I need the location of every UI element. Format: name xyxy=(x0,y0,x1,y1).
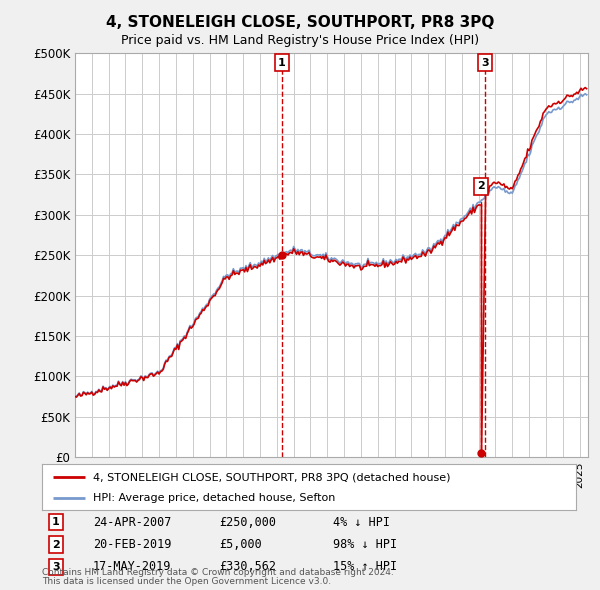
Text: 20-FEB-2019: 20-FEB-2019 xyxy=(93,538,172,551)
Text: 1: 1 xyxy=(278,58,286,68)
Text: 24-APR-2007: 24-APR-2007 xyxy=(93,516,172,529)
Text: HPI: Average price, detached house, Sefton: HPI: Average price, detached house, Seft… xyxy=(93,493,335,503)
Text: 2: 2 xyxy=(52,540,59,549)
Text: 4, STONELEIGH CLOSE, SOUTHPORT, PR8 3PQ: 4, STONELEIGH CLOSE, SOUTHPORT, PR8 3PQ xyxy=(106,15,494,30)
Text: 4% ↓ HPI: 4% ↓ HPI xyxy=(333,516,390,529)
Text: Contains HM Land Registry data © Crown copyright and database right 2024.: Contains HM Land Registry data © Crown c… xyxy=(42,568,394,577)
Text: 3: 3 xyxy=(52,562,59,572)
Text: 3: 3 xyxy=(481,58,489,68)
Text: 15% ↑ HPI: 15% ↑ HPI xyxy=(333,560,397,573)
Text: 4, STONELEIGH CLOSE, SOUTHPORT, PR8 3PQ (detached house): 4, STONELEIGH CLOSE, SOUTHPORT, PR8 3PQ … xyxy=(93,472,450,482)
Text: 98% ↓ HPI: 98% ↓ HPI xyxy=(333,538,397,551)
Text: £330,562: £330,562 xyxy=(219,560,276,573)
Text: 1: 1 xyxy=(52,517,59,527)
Text: £250,000: £250,000 xyxy=(219,516,276,529)
Text: This data is licensed under the Open Government Licence v3.0.: This data is licensed under the Open Gov… xyxy=(42,577,331,586)
Text: 17-MAY-2019: 17-MAY-2019 xyxy=(93,560,172,573)
Text: £5,000: £5,000 xyxy=(219,538,262,551)
Text: 2: 2 xyxy=(477,182,485,192)
Text: Price paid vs. HM Land Registry's House Price Index (HPI): Price paid vs. HM Land Registry's House … xyxy=(121,34,479,47)
